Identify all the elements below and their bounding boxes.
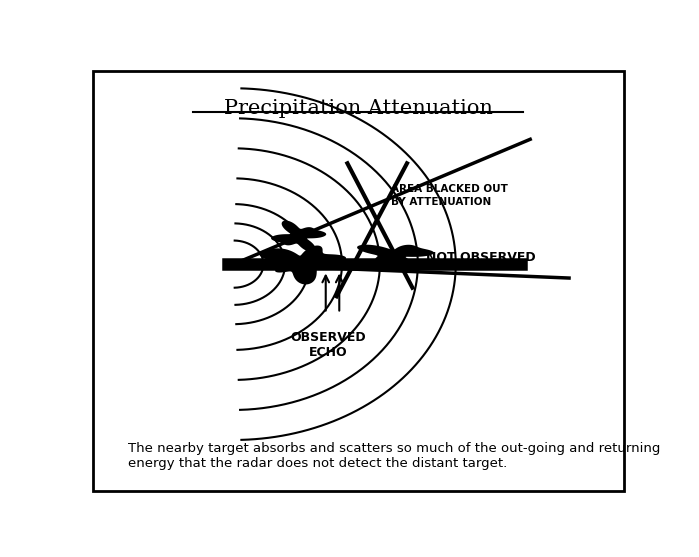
Text: The nearby target absorbs and scatters so much of the out-going and returning
en: The nearby target absorbs and scatters s… [128, 442, 661, 470]
Polygon shape [357, 245, 434, 270]
Text: Precipitation Attenuation: Precipitation Attenuation [224, 99, 493, 118]
Text: NOT OBSERVED: NOT OBSERVED [426, 251, 535, 264]
Text: AREA BLACKED OUT
BY ATTENUATION: AREA BLACKED OUT BY ATTENUATION [391, 184, 507, 207]
Text: OBSERVED
ECHO: OBSERVED ECHO [291, 331, 366, 359]
Polygon shape [259, 246, 346, 285]
Polygon shape [271, 221, 326, 252]
